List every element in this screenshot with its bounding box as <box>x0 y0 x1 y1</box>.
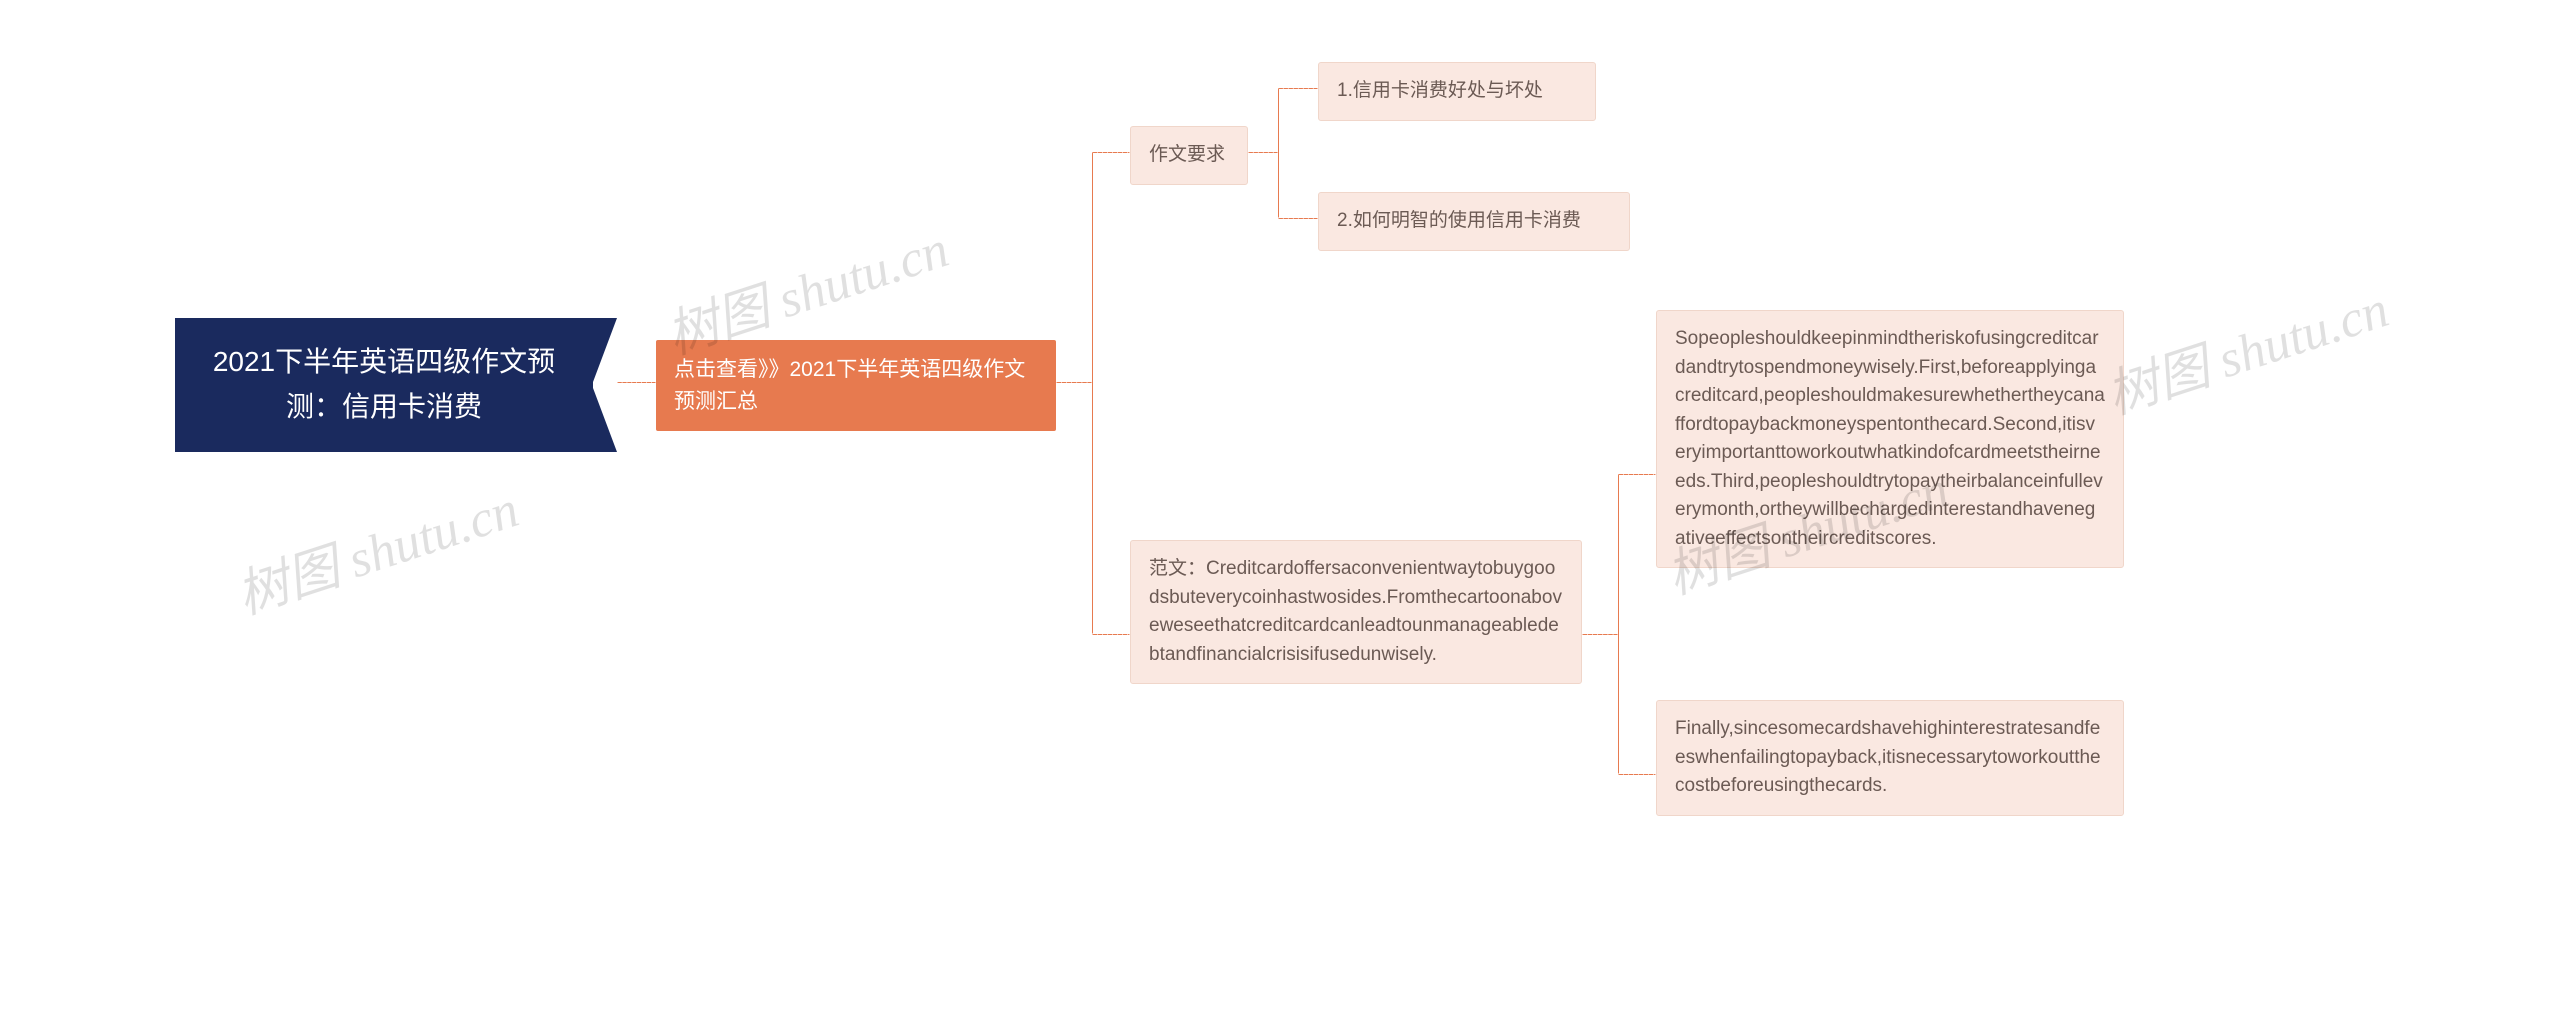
connector <box>1092 152 1093 634</box>
level1-node: 点击查看》》2021下半年英语四级作文预测汇总 <box>656 340 1056 431</box>
essay-para2-text: Sopeopleshouldkeepinmindtheriskofusingcr… <box>1675 328 2105 549</box>
connector <box>1618 774 1656 775</box>
connector <box>1278 218 1318 219</box>
requirements-node: 作文要求 <box>1130 126 1248 185</box>
requirement-2-text: 2.如何明智的使用信用卡消费 <box>1337 210 1581 231</box>
connector <box>1092 152 1130 153</box>
watermark: 树图 shutu.cn <box>2096 267 2397 428</box>
connector <box>1278 88 1279 218</box>
root-text: 2021下半年英语四级作文预测：信用卡消费 <box>213 346 555 422</box>
connector <box>1056 382 1092 383</box>
connector <box>1618 474 1656 475</box>
essay-para3-node: Finally,sincesomecardshavehighinterestra… <box>1656 700 2124 816</box>
connector <box>1092 634 1130 635</box>
connector <box>1248 152 1278 153</box>
watermark: 树图 shutu.cn <box>226 467 527 628</box>
connector <box>1582 634 1618 635</box>
connector <box>1618 474 1619 774</box>
requirement-1-node: 1.信用卡消费好处与坏处 <box>1318 62 1596 121</box>
requirement-2-node: 2.如何明智的使用信用卡消费 <box>1318 192 1630 251</box>
essay-para3-text: Finally,sincesomecardshavehighinterestra… <box>1675 718 2101 796</box>
connector <box>1278 88 1318 89</box>
requirements-text: 作文要求 <box>1149 144 1225 165</box>
root-node: 2021下半年英语四级作文预测：信用卡消费 <box>175 318 593 452</box>
essay-intro-node: 范文：Creditcardoffersaconvenientwaytobuygo… <box>1130 540 1582 684</box>
level1-text: 点击查看》》2021下半年英语四级作文预测汇总 <box>674 358 1025 413</box>
requirement-1-text: 1.信用卡消费好处与坏处 <box>1337 80 1543 101</box>
essay-para2-node: Sopeopleshouldkeepinmindtheriskofusingcr… <box>1656 310 2124 568</box>
essay-intro-text: 范文：Creditcardoffersaconvenientwaytobuygo… <box>1149 558 1562 665</box>
connector <box>617 382 656 383</box>
